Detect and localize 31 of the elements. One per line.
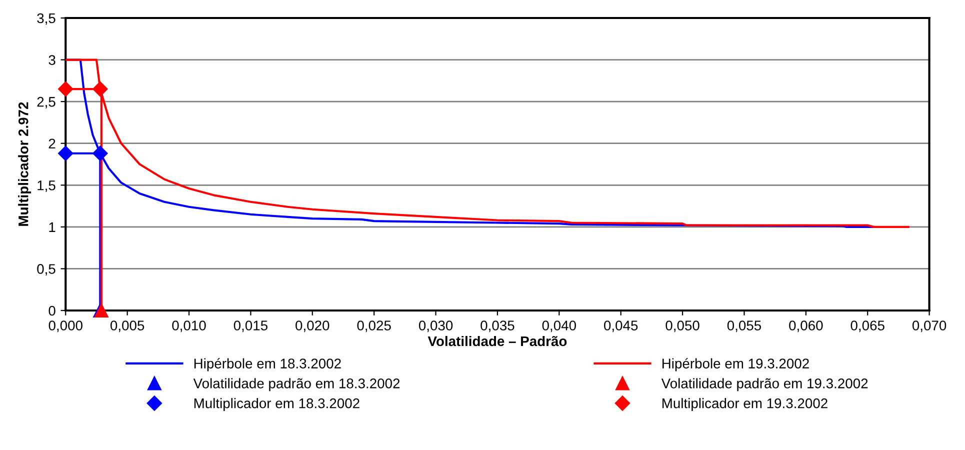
x-tick-label: 0,030 bbox=[418, 320, 453, 332]
legend-label: Hipérbole em 19.3.2002 bbox=[662, 358, 809, 372]
legend-label: Volatilidade padrão em 19.3.2002 bbox=[661, 378, 868, 392]
x-tick-label: 0,065 bbox=[850, 320, 884, 332]
y-tick-label: 3 bbox=[48, 55, 56, 65]
x-tick-label: 0,070 bbox=[912, 320, 946, 332]
y-tick-label: 1 bbox=[49, 222, 56, 232]
legend-label: Volatilidade padrão em 18.3.2002 bbox=[193, 378, 400, 392]
x-tick-label: 0,020 bbox=[296, 320, 330, 332]
legend-label: Multiplicador em 18.3.2002 bbox=[194, 398, 360, 411]
x-tick-label: 0,035 bbox=[480, 320, 514, 332]
x-tick-label: 0,025 bbox=[357, 320, 391, 332]
x-tick-label: 0,055 bbox=[727, 320, 762, 332]
x-tick-label: 0,015 bbox=[234, 320, 268, 332]
x-tick-label: 0,045 bbox=[604, 320, 638, 332]
x-tick-label: 0,010 bbox=[172, 320, 206, 332]
x-tick-label: 0,050 bbox=[666, 320, 700, 332]
x-tick-label: 0,000 bbox=[48, 320, 82, 332]
y-axis-title: Multiplicador 2.972 bbox=[18, 102, 32, 226]
x-tick-label: 0,040 bbox=[542, 320, 576, 332]
y-tick-label: 0,5 bbox=[37, 264, 56, 276]
y-tick-label: 0 bbox=[48, 306, 56, 316]
y-tick-label: 1,5 bbox=[38, 180, 56, 192]
y-tick-label: 2,5 bbox=[37, 96, 56, 108]
x-tick-label: 0,005 bbox=[110, 320, 144, 332]
y-tick-label: 2 bbox=[48, 138, 56, 148]
legend-label: Multiplicador em 19.3.2002 bbox=[662, 398, 828, 411]
x-axis-title: Volatilidade – Padrão bbox=[428, 336, 567, 346]
x-tick-label: 0,060 bbox=[789, 320, 823, 332]
y-tick-label: 3,5 bbox=[37, 13, 56, 25]
legend-label: Hipérbole em 18.3.2002 bbox=[194, 358, 341, 372]
